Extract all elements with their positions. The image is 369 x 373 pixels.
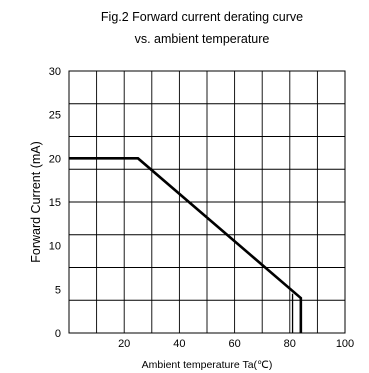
x-tick-label: 100 bbox=[336, 338, 354, 350]
x-axis-label: Ambient temperature Ta(℃) bbox=[142, 359, 273, 371]
plot-frame bbox=[68, 70, 346, 334]
y-tick-label: 5 bbox=[55, 284, 61, 296]
x-tick-label: 40 bbox=[173, 338, 185, 350]
data-series bbox=[69, 157, 303, 333]
x-tick-label: 20 bbox=[118, 338, 130, 350]
y-tick-label: 15 bbox=[49, 197, 61, 209]
y-tick-label: 10 bbox=[49, 241, 61, 253]
y-tick-label: 0 bbox=[55, 328, 61, 340]
x-tick-label: 60 bbox=[228, 338, 240, 350]
chart-title-line-1: Fig.2 Forward current derating curve bbox=[101, 10, 303, 24]
y-axis-label: Forward Current (mA) bbox=[29, 141, 43, 263]
y-tick-label: 25 bbox=[49, 110, 61, 122]
y-tick-label: 20 bbox=[49, 153, 61, 165]
x-tick-label: 80 bbox=[284, 338, 296, 350]
chart-title-line-2: vs. ambient temperature bbox=[135, 32, 270, 46]
grid-lines bbox=[69, 71, 345, 333]
x-tick-labels: 20 40 60 80 100 bbox=[118, 338, 354, 350]
y-tick-labels: 0 5 10 15 20 25 30 bbox=[49, 66, 61, 340]
derating-curve bbox=[69, 157, 303, 333]
y-tick-label: 30 bbox=[49, 66, 61, 78]
